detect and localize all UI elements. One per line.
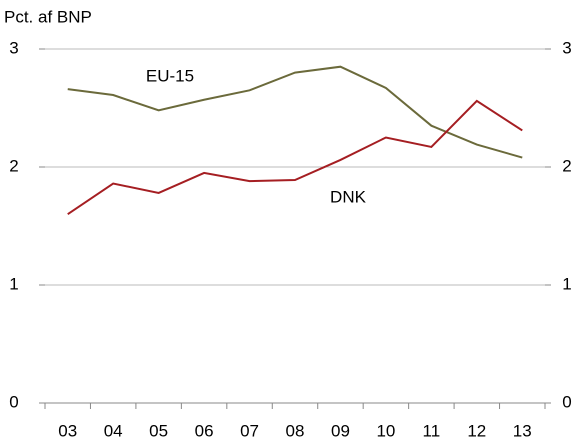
y-tick-label: 1	[9, 274, 18, 293]
y2-tick-label: 3	[562, 38, 571, 57]
series-label: EU-15	[146, 66, 194, 85]
x-tick-label: 12	[467, 421, 486, 440]
y2-tick-label: 1	[562, 274, 571, 293]
y-axis-title: Pct. af BNP	[4, 7, 92, 26]
y-tick-label: 2	[9, 156, 18, 175]
x-tick-label: 05	[149, 421, 168, 440]
x-tick-label: 08	[286, 421, 305, 440]
x-tick-label: 06	[195, 421, 214, 440]
x-tick-label: 04	[104, 421, 123, 440]
y-tick-label: 3	[9, 38, 18, 57]
x-tick-label: 11	[423, 421, 441, 440]
x-tick-label: 09	[331, 421, 350, 440]
y-tick-label: 0	[9, 392, 18, 411]
series-line	[67, 99, 523, 216]
y2-tick-label: 2	[562, 156, 571, 175]
x-tick-label: 13	[513, 421, 532, 440]
series-label: DNK	[330, 187, 367, 206]
x-tick-label: 10	[376, 421, 395, 440]
series-line	[67, 65, 523, 159]
x-tick-label: 07	[240, 421, 259, 440]
y2-tick-label: 0	[562, 392, 571, 411]
x-tick-label: 03	[58, 421, 77, 440]
